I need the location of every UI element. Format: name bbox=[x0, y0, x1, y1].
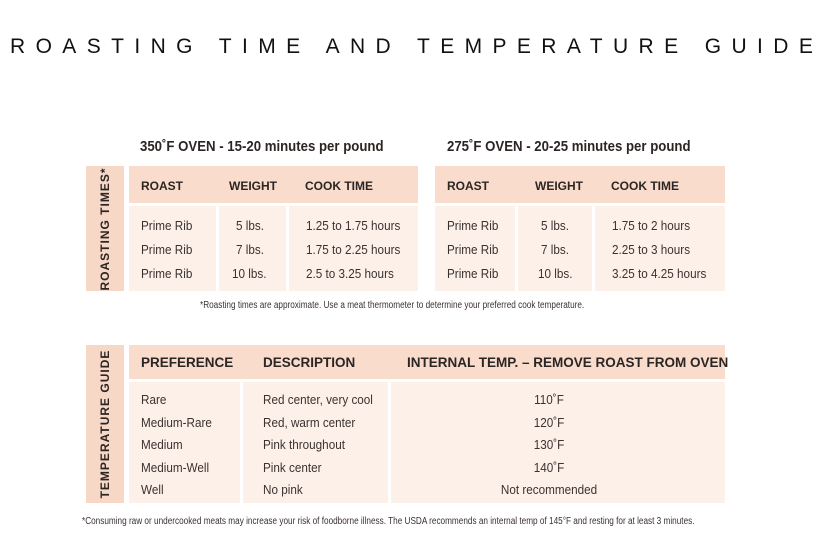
table-cell: Medium bbox=[141, 437, 183, 452]
divider bbox=[286, 206, 289, 291]
table-cell: 5 lbs. bbox=[541, 218, 569, 233]
temperature-guide-label: TEMPERATURE GUIDE bbox=[98, 349, 112, 499]
table-cell: Prime Rib bbox=[141, 242, 193, 257]
table-cell: 1.75 to 2.25 hours bbox=[306, 242, 401, 257]
table-cell: Prime Rib bbox=[447, 218, 499, 233]
col-weight: WEIGHT bbox=[229, 179, 277, 193]
table-cell: Red center, very cool bbox=[263, 392, 373, 407]
temperature-guide-sidebar: TEMPERATURE GUIDE bbox=[86, 345, 124, 503]
temperature-table-header: PREFERENCE DESCRIPTION INTERNAL TEMP. – … bbox=[129, 345, 729, 379]
table-cell: 3.25 to 4.25 hours bbox=[612, 266, 707, 281]
temperature-table-body bbox=[129, 382, 725, 503]
divider bbox=[592, 206, 595, 291]
table-cell: Not recommended bbox=[500, 482, 598, 497]
table-cell: Medium-Rare bbox=[141, 415, 212, 430]
temperature-footnote: *Consuming raw or undercooked meats may … bbox=[82, 516, 695, 527]
table-cell: 2.5 to 3.25 hours bbox=[306, 266, 394, 281]
table-cell: 110˚F bbox=[534, 392, 564, 407]
table-cell: 10 lbs. bbox=[538, 266, 573, 281]
col-cook-time: COOK TIME bbox=[305, 179, 373, 193]
table-cell: Pink center bbox=[263, 460, 322, 475]
roasting-table-275-header: ROAST WEIGHT COOK TIME bbox=[435, 166, 725, 203]
col-roast: ROAST bbox=[141, 179, 183, 193]
col-cook-time: COOK TIME bbox=[611, 179, 679, 193]
table-cell: Prime Rib bbox=[447, 266, 499, 281]
oven-350-heading: 350˚F OVEN - 15-20 minutes per pound bbox=[140, 138, 384, 155]
divider bbox=[388, 382, 391, 503]
table-cell: 5 lbs. bbox=[236, 218, 264, 233]
table-cell: Prime Rib bbox=[447, 242, 499, 257]
table-cell: 130˚F bbox=[533, 437, 565, 452]
roasting-table-350-header: ROAST WEIGHT COOK TIME bbox=[129, 166, 418, 203]
col-description: DESCRIPTION bbox=[263, 355, 356, 370]
roasting-table-350-body bbox=[129, 206, 418, 291]
roasting-times-label: ROASTING TIMES* bbox=[98, 166, 112, 291]
divider bbox=[515, 206, 518, 291]
col-preference: PREFERENCE bbox=[141, 355, 234, 370]
roasting-footnote: *Roasting times are approximate. Use a m… bbox=[200, 300, 585, 311]
col-weight: WEIGHT bbox=[535, 179, 583, 193]
table-cell: Red, warm center bbox=[263, 415, 356, 430]
table-cell: 140˚F bbox=[533, 460, 565, 475]
table-cell: 1.75 to 2 hours bbox=[612, 218, 691, 233]
table-cell: Pink throughout bbox=[263, 437, 345, 452]
col-internal-temp: INTERNAL TEMP. – REMOVE ROAST FROM OVEN bbox=[407, 355, 729, 370]
roasting-table-275-body bbox=[435, 206, 725, 291]
table-cell: 2.25 to 3 hours bbox=[612, 242, 691, 257]
page-title: ROASTING TIME AND TEMPERATURE GUIDE bbox=[10, 35, 824, 58]
table-cell: Medium-Well bbox=[141, 460, 210, 475]
table-cell: 1.25 to 1.75 hours bbox=[306, 218, 401, 233]
roasting-times-sidebar: ROASTING TIMES* bbox=[86, 166, 124, 291]
divider bbox=[216, 206, 219, 291]
table-cell: 7 lbs. bbox=[236, 242, 264, 257]
table-cell: No pink bbox=[263, 482, 303, 497]
table-cell: 10 lbs. bbox=[232, 266, 267, 281]
table-cell: Rare bbox=[141, 392, 167, 407]
table-cell: 120˚F bbox=[533, 415, 565, 430]
table-cell: Prime Rib bbox=[141, 218, 193, 233]
table-cell: 7 lbs. bbox=[541, 242, 569, 257]
oven-275-heading: 275˚F OVEN - 20-25 minutes per pound bbox=[447, 138, 691, 155]
table-cell: Well bbox=[141, 482, 164, 497]
divider bbox=[240, 382, 243, 503]
col-roast: ROAST bbox=[447, 179, 489, 193]
table-cell: Prime Rib bbox=[141, 266, 193, 281]
